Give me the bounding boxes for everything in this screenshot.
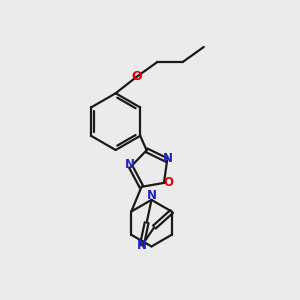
Text: N: N	[163, 152, 173, 165]
Text: O: O	[131, 70, 142, 83]
Text: O: O	[163, 176, 173, 189]
Text: N: N	[146, 189, 157, 202]
Text: N: N	[124, 158, 135, 171]
Text: N: N	[137, 239, 147, 252]
